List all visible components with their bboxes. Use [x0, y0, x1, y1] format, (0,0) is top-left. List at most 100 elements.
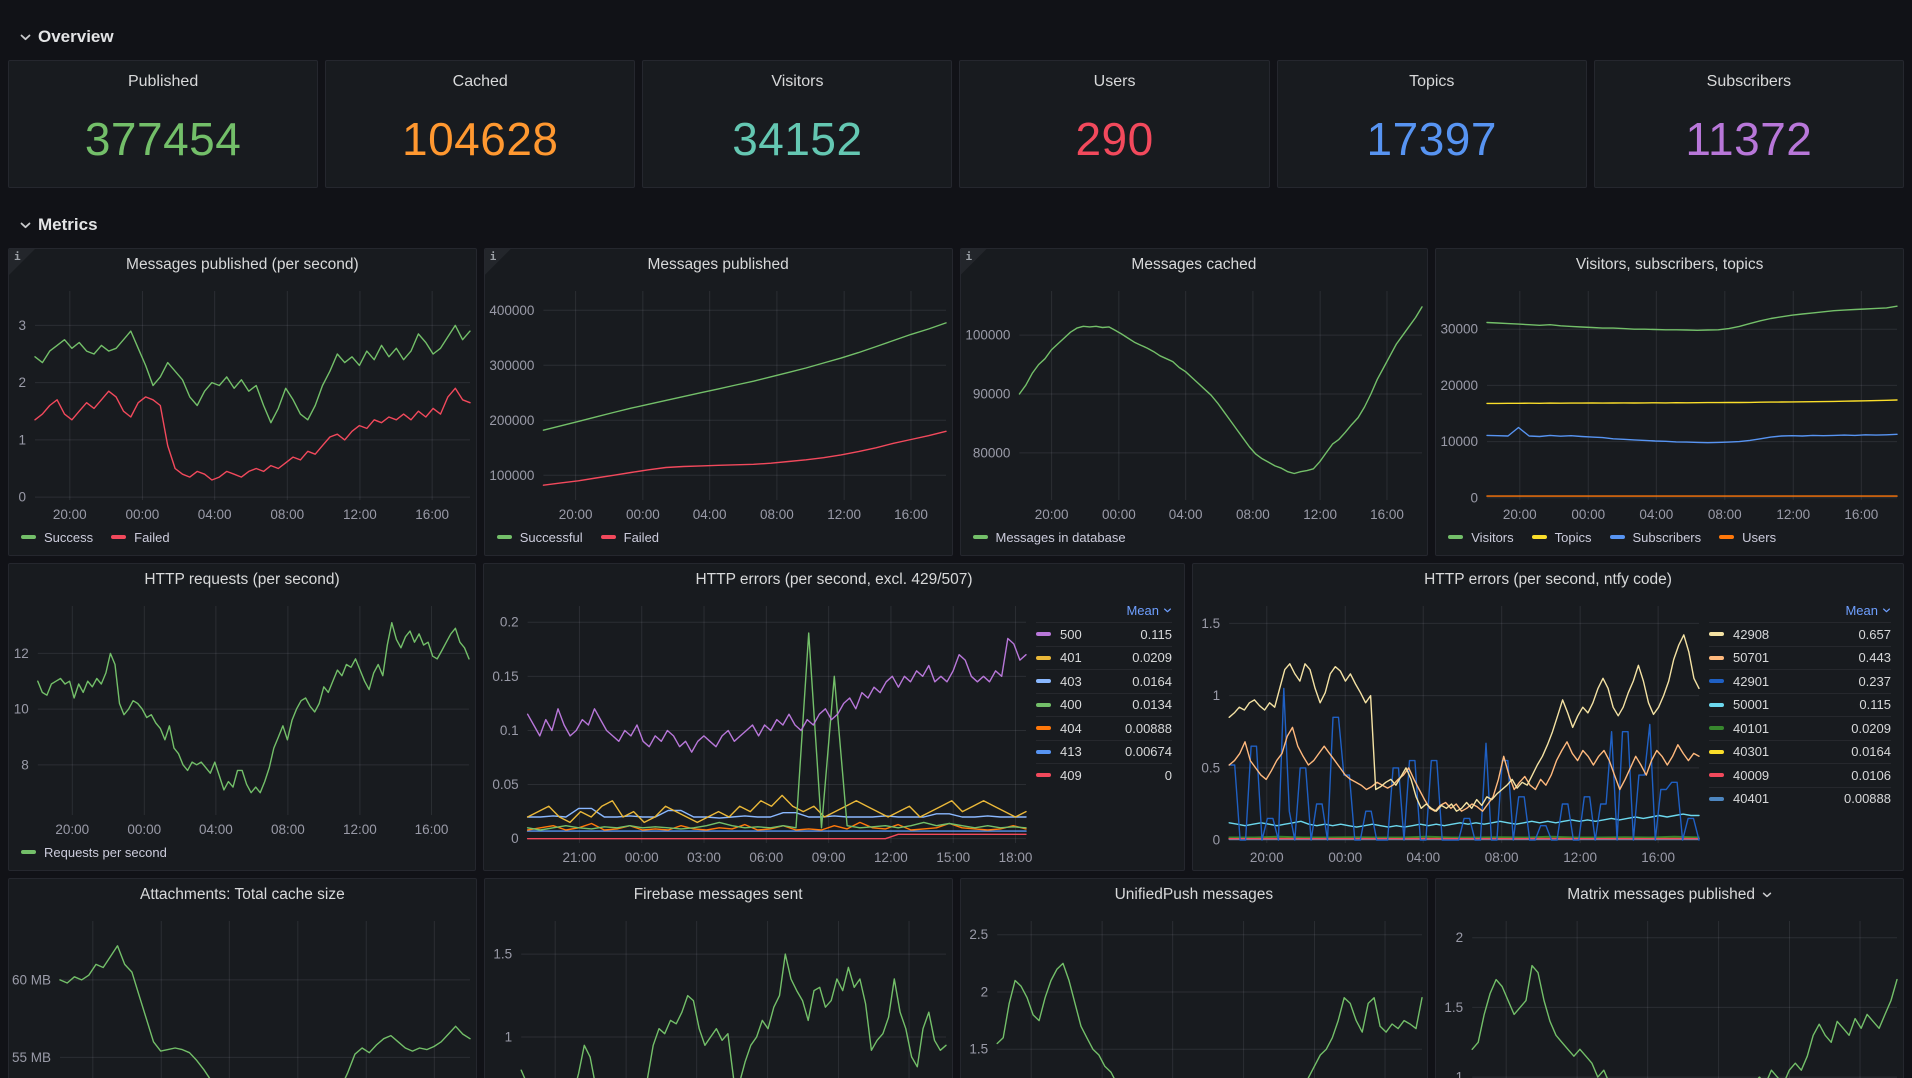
- legend-messages-cached: Messages in database: [961, 527, 1428, 555]
- panel-body: 0 0.05 0.1 0.15 0.2 21:00 00:00 03:00 06:00 09:00…: [484, 596, 1184, 870]
- panel-title-unifiedpush-messages[interactable]: UnifiedPush messages: [961, 879, 1428, 911]
- legend-swatch: [1709, 655, 1724, 660]
- panel-title-visitors-subscribers-topics[interactable]: Visitors, subscribers, topics: [1436, 249, 1903, 281]
- section-header-metrics[interactable]: Metrics: [8, 212, 1904, 238]
- legend-mean-value: 0.00674: [1125, 744, 1172, 760]
- legend-item-messages-in-database[interactable]: Messages in database: [972, 530, 1126, 545]
- panel-title-text: Firebase messages sent: [633, 886, 803, 903]
- svg-text:1.5: 1.5: [493, 947, 512, 962]
- panel-title-attachments-cache-size[interactable]: Attachments: Total cache size: [9, 879, 476, 911]
- metrics-row-3: Attachments: Total cache size 55 MB 60 MB 2…: [8, 878, 1904, 1078]
- http-errors-excl-chart[interactable]: 0 0.05 0.1 0.15 0.2 21:00 00:00 03:00 06:00 09:00…: [484, 596, 1032, 870]
- svg-text:1: 1: [1213, 688, 1221, 703]
- chevron-down-icon: [1883, 607, 1890, 612]
- svg-text:12: 12: [14, 646, 29, 661]
- legend-table-http-errors-excl: Mean 500 0.115 401 0.0209 403 0.0164 400 0.0134 4…: [1032, 596, 1184, 870]
- legend-item-subscribers[interactable]: Subscribers: [1609, 530, 1701, 545]
- legend-item-failed[interactable]: Failed: [600, 530, 659, 545]
- legend-row-50701[interactable]: 50701 0.443: [1709, 645, 1891, 670]
- legend-item-visitors[interactable]: Visitors: [1448, 530, 1514, 545]
- stat-label: Cached: [452, 73, 508, 90]
- legend-row-500[interactable]: 500 0.115: [1036, 622, 1172, 646]
- messages-cached-chart[interactable]: 80000 90000 100000 20:00 00:00 04:00 08:00 12:0…: [961, 281, 1428, 527]
- svg-text:08:00: 08:00: [270, 507, 304, 522]
- legend-row-403[interactable]: 403 0.0164: [1036, 669, 1172, 693]
- legend-swatch: [1036, 773, 1051, 778]
- legend-row-40009[interactable]: 40009 0.0106: [1709, 763, 1891, 787]
- legend-mean-header[interactable]: Mean: [1036, 598, 1172, 622]
- legend-row-40301[interactable]: 40301 0.0164: [1709, 739, 1891, 764]
- visitors-subscribers-topics-chart[interactable]: 0 10000 20000 30000 20:00 00:00 04:00 08:00 12:0…: [1436, 281, 1903, 527]
- legend-row-42908[interactable]: 42908 0.657: [1709, 622, 1891, 646]
- legend-swatch: [1036, 749, 1051, 754]
- svg-text:12:00: 12:00: [343, 507, 377, 522]
- svg-text:12:00: 12:00: [1777, 507, 1811, 522]
- legend-item-users[interactable]: Users: [1719, 530, 1776, 545]
- panel-title-messages-published-per-second[interactable]: Messages published (per second): [9, 249, 476, 281]
- legend-swatch: [1036, 702, 1051, 707]
- svg-text:03:00: 03:00: [687, 850, 721, 865]
- stat-panel-visitors: Visitors 34152: [642, 60, 953, 188]
- legend-mean-value: 0.443: [1858, 650, 1891, 666]
- stat-panel-published: Published 377454: [8, 60, 319, 188]
- legend-row-40101[interactable]: 40101 0.0209: [1709, 716, 1891, 740]
- legend-row-50001[interactable]: 50001 0.115: [1709, 692, 1891, 717]
- legend-item-success[interactable]: Success: [21, 530, 93, 545]
- svg-text:15:00: 15:00: [936, 850, 970, 865]
- http-errors-ntfy-chart[interactable]: 0 0.5 1 1.5 20:00 00:00 04:00 08:00 12:00 16:00: [1193, 596, 1705, 870]
- messages-published-per-second-chart[interactable]: 0 1 2 3 20:00 00:00 04:00 08:00 12:00 16:00: [9, 281, 476, 527]
- legend-series-label: 42901: [1733, 673, 1770, 689]
- panel-title-matrix-messages-published[interactable]: Matrix messages published: [1436, 879, 1903, 911]
- legend-swatch: [1036, 726, 1051, 731]
- panel-title-text: HTTP errors (per second, excl. 429/507): [695, 571, 973, 588]
- svg-text:0.1: 0.1: [500, 723, 519, 738]
- legend-row-401[interactable]: 401 0.0209: [1036, 645, 1172, 670]
- stat-value: 290: [1075, 113, 1154, 165]
- svg-text:08:00: 08:00: [760, 507, 794, 522]
- panel-title-firebase-messages-sent[interactable]: Firebase messages sent: [485, 879, 952, 911]
- panel-http-requests-per-second: HTTP requests (per second) 8 10 12 20:00 00:0…: [8, 563, 476, 871]
- svg-text:0: 0: [18, 490, 26, 505]
- svg-text:16:00: 16:00: [415, 507, 449, 522]
- legend-mean-label: Mean: [1845, 602, 1878, 618]
- panel-title-http-errors-excl[interactable]: HTTP errors (per second, excl. 429/507): [484, 564, 1184, 596]
- legend-row-40401[interactable]: 40401 0.00888: [1709, 786, 1891, 811]
- panel-title-messages-cached[interactable]: Messages cached: [961, 249, 1428, 281]
- panel-body: 0 0.5 1 1.5 20:00 00:00 04:00 08:00 12:00 16:00 Me…: [1193, 596, 1903, 870]
- legend-swatch: [1709, 679, 1724, 684]
- panel-title-messages-published[interactable]: Messages published: [485, 249, 952, 281]
- legend-item-successful[interactable]: Successful: [496, 530, 583, 545]
- legend-item-requests-per-second[interactable]: Requests per second: [21, 845, 167, 860]
- messages-published-chart[interactable]: 100000 200000 300000 400000 20:00 00:00 04:00 0…: [485, 281, 952, 527]
- legend-mean-value: 0.657: [1858, 626, 1891, 642]
- panel-title-http-errors-ntfy[interactable]: HTTP errors (per second, ntfy code): [1193, 564, 1903, 596]
- legend-row-404[interactable]: 404 0.00888: [1036, 716, 1172, 740]
- legend-row-413[interactable]: 413 0.00674: [1036, 739, 1172, 764]
- svg-text:3: 3: [18, 318, 26, 333]
- legend-mean-value: 0.0164: [1132, 673, 1172, 689]
- legend-series-label: 40009: [1733, 767, 1770, 783]
- legend-item-topics[interactable]: Topics: [1531, 530, 1592, 545]
- legend-item-failed[interactable]: Failed: [111, 530, 170, 545]
- legend-row-409[interactable]: 409 0: [1036, 763, 1172, 787]
- legend-mean-header[interactable]: Mean: [1709, 598, 1891, 622]
- legend-series-label: 404: [1060, 720, 1082, 736]
- svg-text:16:00: 16:00: [1845, 507, 1879, 522]
- legend-swatch: [1709, 702, 1724, 707]
- stat-value: 377454: [84, 113, 242, 165]
- panel-title-http-requests-per-second[interactable]: HTTP requests (per second): [9, 564, 475, 596]
- legend-row-42901[interactable]: 42901 0.237: [1709, 669, 1891, 693]
- legend-row-400[interactable]: 400 0.0134: [1036, 692, 1172, 717]
- section-header-overview[interactable]: Overview: [8, 24, 1904, 50]
- stat-label: Published: [127, 73, 199, 90]
- http-requests-per-second-chart[interactable]: 8 10 12 20:00 00:00 04:00 08:00 12:00 16:00: [9, 596, 475, 842]
- legend-mean-value: 0.00888: [1844, 791, 1891, 807]
- panel-body: 100000 200000 300000 400000 20:00 00:00 04:00 0…: [485, 281, 952, 527]
- legend-visitors-subscribers-topics: Visitors Topics Subscribers Users: [1436, 527, 1903, 555]
- svg-text:1.5: 1.5: [969, 1042, 988, 1057]
